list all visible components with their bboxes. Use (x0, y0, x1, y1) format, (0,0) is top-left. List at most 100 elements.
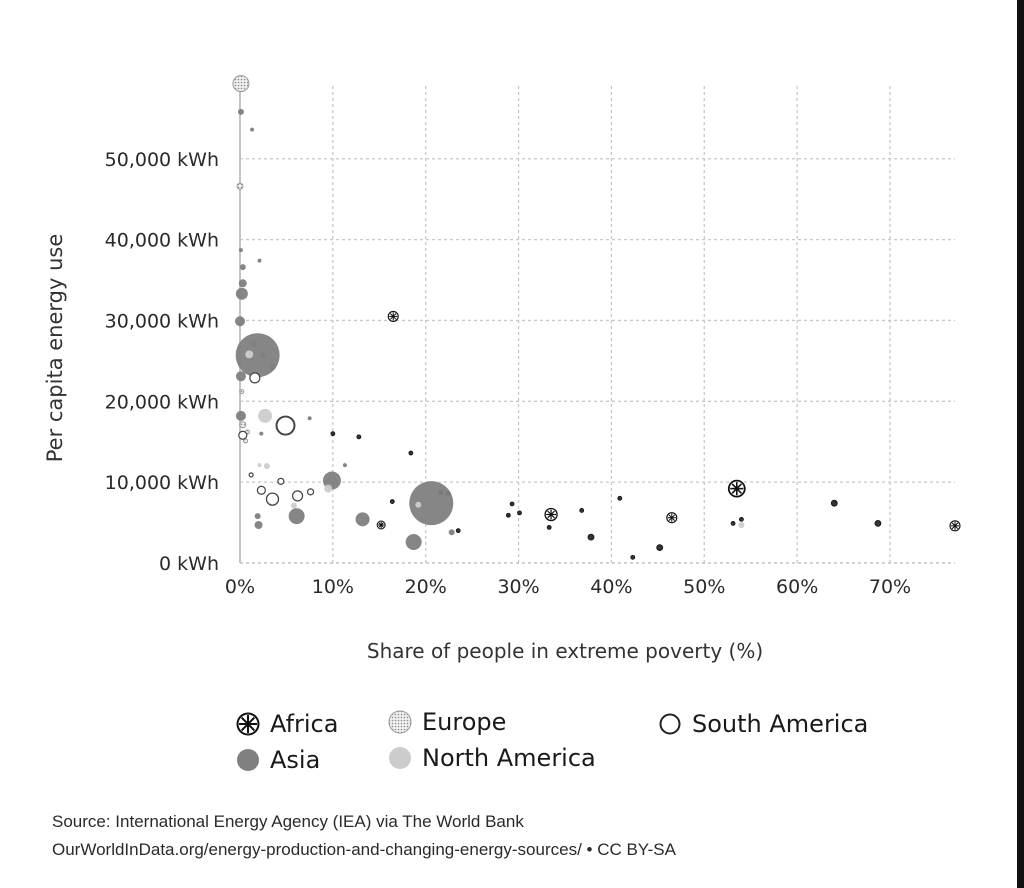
point-north-america (324, 484, 333, 493)
point-africa (546, 525, 552, 530)
point-africa (739, 516, 744, 522)
point-africa (587, 533, 595, 541)
point-africa (330, 431, 336, 437)
point-south-america (238, 430, 248, 440)
point-south-america (249, 372, 261, 384)
point-africa (387, 310, 399, 322)
point-africa (727, 479, 746, 498)
point-asia (288, 508, 305, 525)
point-south-america (248, 472, 254, 478)
point-asia (448, 529, 455, 536)
point-africa (949, 520, 961, 532)
legend-label-south-america: South America (692, 710, 869, 738)
point-africa (517, 510, 522, 516)
x-tick-label: 0% (225, 576, 255, 598)
point-asia (269, 364, 276, 371)
point-africa (874, 519, 882, 527)
open-circle-icon (659, 713, 681, 735)
point-north-america (290, 502, 297, 509)
point-asia (237, 108, 244, 115)
source-line: Source: International Energy Agency (IEA… (52, 812, 524, 831)
point-africa (389, 499, 395, 504)
point-africa (408, 450, 414, 456)
point-africa (544, 507, 558, 522)
point-south-america (265, 492, 280, 506)
point-europe (232, 75, 250, 93)
point-asia (254, 513, 261, 520)
x-tick-label: 50% (683, 576, 725, 598)
y-tick-label: 50,000 kWh (105, 149, 219, 171)
point-europe (239, 389, 245, 395)
legend-item-europe: Europe (388, 708, 506, 736)
y-tick-label: 0 kWh (159, 553, 219, 575)
point-north-america (263, 462, 270, 469)
legend-label-africa: Africa (270, 710, 339, 738)
y-tick-label: 40,000 kWh (105, 230, 219, 252)
x-axis-label: Share of people in extreme poverty (%) (367, 639, 763, 663)
y-tick-label: 20,000 kWh (105, 391, 219, 413)
point-africa (376, 520, 386, 530)
point-asia (238, 248, 243, 253)
dotted-circle-icon (388, 710, 412, 734)
frame-border (1017, 0, 1024, 888)
x-tick-label: 40% (590, 576, 632, 598)
point-north-america (258, 408, 273, 423)
tick-labels: 0 kWh 10,000 kWh 20,000 kWh 30,000 kWh 40,00… (105, 149, 911, 598)
point-asia (260, 352, 267, 359)
point-africa (666, 512, 678, 524)
point-asia (235, 371, 246, 382)
grid-lines (240, 86, 955, 563)
point-africa (617, 495, 623, 501)
point-asia (342, 463, 347, 468)
point-asia (250, 127, 255, 132)
x-tick-label: 30% (497, 576, 539, 598)
point-asia (254, 521, 263, 530)
point-africa (579, 508, 585, 513)
point-asia (239, 264, 246, 271)
point-north-america (738, 522, 745, 529)
legend-label-europe: Europe (422, 708, 507, 736)
y-tick-label: 10,000 kWh (105, 472, 219, 494)
x-tick-label: 10% (312, 576, 354, 598)
point-asia (235, 410, 246, 421)
point-south-america (291, 490, 304, 502)
point-asia (235, 316, 245, 327)
light-circle-icon (389, 747, 411, 769)
point-south-america (256, 485, 266, 495)
point-africa (630, 554, 636, 560)
point-africa (509, 501, 515, 507)
point-south-america (306, 488, 315, 496)
point-africa (455, 528, 461, 534)
axes (239, 86, 955, 564)
point-asia (235, 333, 280, 378)
point-asia (250, 340, 257, 347)
point-asia (405, 533, 422, 550)
point-europe (239, 421, 247, 429)
point-south-america (277, 477, 285, 485)
point-north-america (415, 501, 422, 508)
point-north-america (257, 463, 262, 468)
point-asia (238, 279, 247, 288)
x-tick-label: 20% (405, 576, 447, 598)
filled-circle-icon (237, 749, 259, 771)
point-south-america (275, 415, 296, 436)
point-asia (409, 481, 454, 526)
point-asia (259, 431, 264, 436)
legend-label-asia: Asia (270, 746, 321, 774)
point-africa (830, 499, 838, 507)
asterisk-circle-icon (236, 712, 260, 736)
point-asia (355, 512, 370, 527)
legend-item-africa: Africa (236, 710, 338, 738)
point-asia (307, 416, 312, 421)
point-europe (236, 182, 244, 190)
legend-item-asia: Asia (236, 746, 320, 774)
point-africa (505, 512, 511, 518)
point-africa (730, 520, 736, 526)
legend-item-south-america: South America (658, 710, 868, 738)
point-asia (257, 258, 262, 263)
y-axis-label: Per capita energy use (43, 234, 67, 463)
x-tick-label: 70% (869, 576, 911, 598)
point-north-america (245, 350, 254, 359)
point-africa (656, 544, 664, 552)
